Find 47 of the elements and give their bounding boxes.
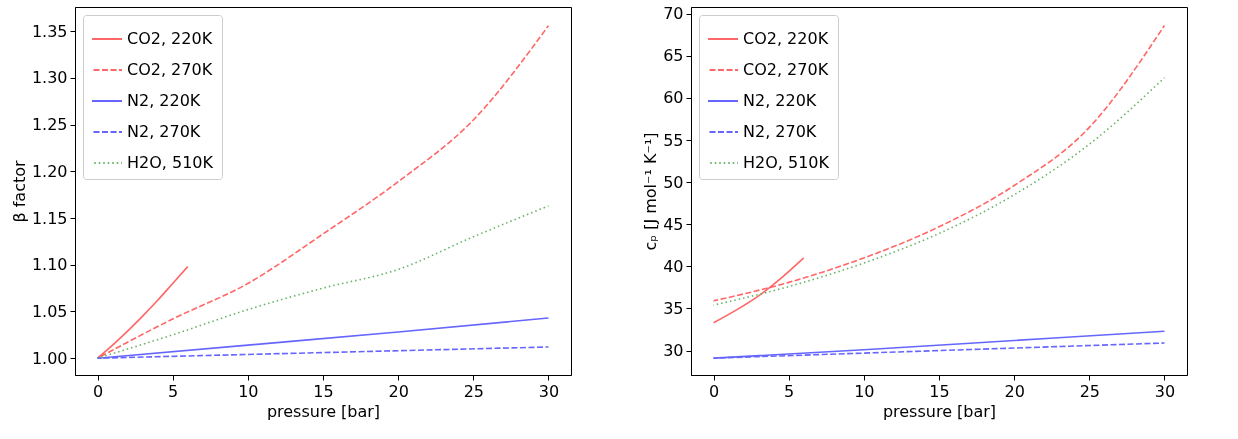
x-tick-label: 15 [929, 381, 950, 401]
x-axis-title: pressure [bar] [882, 401, 997, 421]
y-tick-label: 30 [663, 341, 684, 361]
legend-label: N2, 220K [127, 91, 201, 110]
x-tick-label: 20 [388, 381, 409, 401]
x-tick-label: 0 [708, 381, 720, 401]
y-axis-title: cₚ [J mol⁻¹ K⁻¹] [641, 132, 661, 251]
legend-label: H2O, 510K [743, 153, 830, 172]
line-series [96, 205, 550, 359]
y-axis-title: β factor [9, 159, 29, 223]
y-tick-label: 65 [663, 46, 684, 66]
line-series [712, 76, 1166, 306]
y-tick-label: 1.30 [31, 68, 68, 88]
x-tick-label: 10 [854, 381, 875, 401]
x-tick-label: 30 [1154, 381, 1176, 401]
y-tick-label: 1.15 [31, 208, 68, 228]
x-tick-label: 0 [92, 381, 104, 401]
legend-label: N2, 220K [743, 91, 817, 110]
y-tick-label: 45 [663, 214, 684, 234]
y-tick-label: 70 [663, 4, 684, 24]
y-tick-label: 40 [663, 256, 684, 276]
y-tick-label: 50 [663, 172, 684, 192]
y-tick-label: 1.20 [31, 161, 68, 181]
x-tick-label: 20 [1004, 381, 1025, 401]
legend-label: CO2, 270K [743, 60, 829, 79]
x-tick-label: 15 [313, 381, 334, 401]
y-tick-label: 1.05 [31, 301, 68, 321]
y-tick-label: 60 [663, 88, 684, 108]
x-tick-label: 10 [238, 381, 259, 401]
y-tick-label: 55 [663, 130, 684, 150]
y-tick-label: 1.00 [31, 348, 68, 368]
legend-label: CO2, 220K [743, 29, 829, 48]
x-tick-label: 25 [463, 381, 484, 401]
y-tick-label: 1.35 [31, 21, 68, 41]
legend-label: H2O, 510K [127, 153, 214, 172]
legend-label: CO2, 220K [127, 29, 213, 48]
x-tick-label: 30 [538, 381, 560, 401]
y-tick-label: 1.10 [31, 255, 68, 275]
legend-label: N2, 270K [127, 122, 201, 141]
x-tick-label: 25 [1079, 381, 1100, 401]
legend-label: CO2, 270K [127, 60, 213, 79]
y-tick-label: 35 [663, 298, 684, 318]
x-axis-title: pressure [bar] [266, 401, 381, 421]
y-tick-label: 1.25 [31, 115, 68, 135]
x-tick-label: 5 [784, 381, 795, 401]
x-tick-label: 5 [168, 381, 179, 401]
legend-label: N2, 270K [743, 122, 817, 141]
